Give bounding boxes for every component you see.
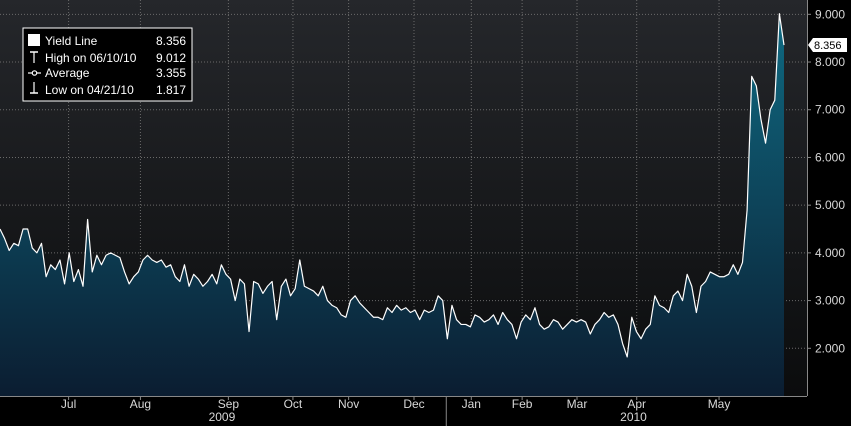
x-tick-label: Apr	[627, 397, 646, 411]
y-tick-label: 3.000	[815, 294, 845, 308]
legend-label: Low on 04/21/10	[45, 83, 134, 97]
low-marker-icon	[30, 82, 38, 94]
legend-label: Average	[45, 66, 90, 80]
x-tick-label: Mar	[567, 397, 588, 411]
high-marker-icon	[30, 51, 38, 63]
x-year-label: 2010	[620, 410, 647, 424]
y-tick-label: 8.000	[815, 55, 845, 69]
legend-value: 8.356	[156, 34, 186, 48]
legend-value: 3.355	[156, 66, 186, 80]
x-axis: Jul Aug Sep Oct Nov Dec Jan Feb Mar Apr May 2009 201…	[0, 396, 807, 426]
square-swatch-icon	[28, 34, 40, 46]
x-tick-label: Feb	[512, 397, 533, 411]
last-value-flag	[808, 38, 847, 53]
legend-item-average: Average 3.355	[28, 66, 186, 80]
x-tick-label: Jul	[61, 397, 76, 411]
legend-label: Yield Line	[45, 34, 98, 48]
x-tick-label: Aug	[130, 397, 151, 411]
x-tick-label: Dec	[403, 397, 424, 411]
y-tick-label: 6.000	[815, 150, 845, 164]
legend-box: Yield Line 8.356 High on 06/10/10 9.012 …	[22, 27, 193, 102]
x-year-label: 2009	[209, 410, 236, 424]
y-tick-label: 5.000	[815, 198, 845, 212]
legend-value: 9.012	[156, 51, 186, 65]
series-line	[0, 13, 785, 358]
last-value-marker: 8.356	[808, 38, 847, 53]
legend-item-yield-line: Yield Line 8.356	[28, 34, 186, 48]
legend-label: High on 06/10/10	[45, 51, 137, 65]
x-tick-label: Sep	[218, 397, 240, 411]
y-tick-label: 7.000	[815, 103, 845, 117]
series-area	[0, 13, 785, 397]
legend-value: 1.817	[156, 83, 186, 97]
x-tick-label: Oct	[284, 397, 303, 411]
x-tick-label: Nov	[338, 397, 359, 411]
series-area-fill	[0, 13, 784, 397]
x-tick-label: May	[708, 397, 731, 411]
legend-item-high: High on 06/10/10 9.012	[30, 51, 186, 65]
x-tick-label: Jan	[462, 397, 481, 411]
y-tick-label: 2.000	[815, 341, 845, 355]
last-value-label: 8.356	[814, 40, 842, 52]
y-axis: 2.000 3.000 4.000 5.000 6.000 7.000 8.000 9.000	[807, 0, 845, 396]
y-tick-label: 9.000	[815, 7, 845, 21]
legend-item-low: Low on 04/21/10 1.817	[30, 82, 186, 97]
average-marker-icon	[28, 70, 41, 76]
y-tick-label: 4.000	[815, 246, 845, 260]
